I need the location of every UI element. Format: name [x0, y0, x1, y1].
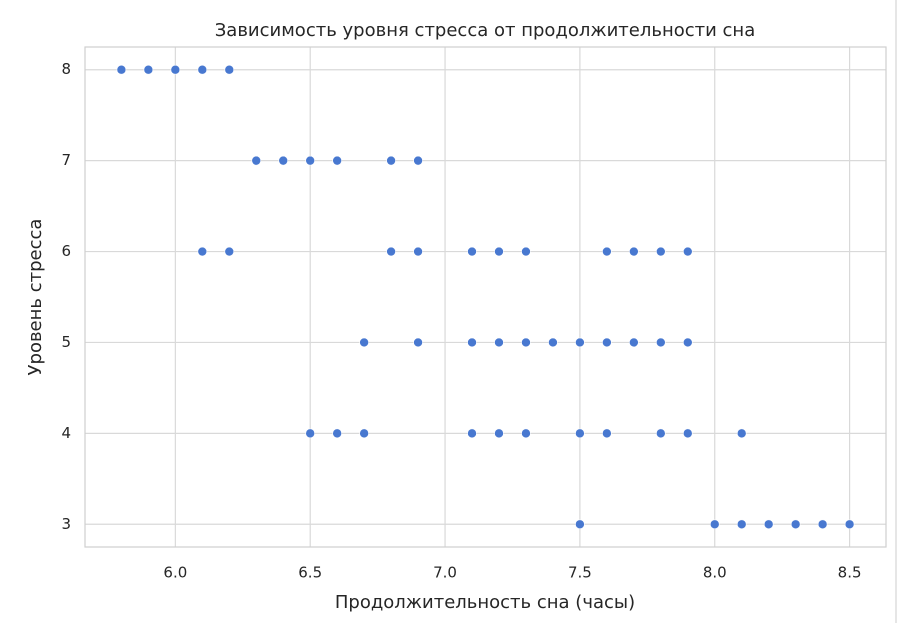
x-tick-label: 8.0: [703, 564, 727, 582]
point: [197, 246, 208, 257]
point: [602, 337, 612, 348]
point: [682, 246, 693, 257]
x-tick-label: 7.5: [568, 564, 592, 582]
point: [386, 246, 396, 257]
point: [197, 64, 208, 75]
point: [629, 246, 639, 257]
point: [116, 64, 127, 75]
point: [359, 428, 369, 439]
x-tick-label: 6.0: [163, 564, 187, 582]
point: [332, 428, 342, 439]
point: [548, 337, 558, 348]
point: [682, 337, 693, 348]
point: [278, 155, 289, 166]
x-axis-label: Продолжительность сна (часы): [335, 592, 635, 613]
point: [305, 155, 315, 166]
point: [656, 337, 666, 348]
x-tick-label: 7.0: [433, 564, 457, 582]
plot-frame: [84, 46, 887, 548]
point: [224, 64, 235, 75]
y-tick-label: 4: [61, 424, 71, 442]
point: [224, 246, 235, 257]
point: [575, 428, 585, 439]
point: [521, 428, 531, 439]
point: [467, 246, 477, 257]
y-tick-label: 3: [61, 515, 71, 533]
point: [359, 337, 369, 348]
point: [656, 428, 666, 439]
point: [736, 428, 747, 439]
chart-title: Зависимость уровня стресса от продолжите…: [215, 20, 755, 41]
point: [413, 155, 423, 166]
x-tick-label: 6.5: [298, 564, 322, 582]
point: [844, 519, 855, 530]
point: [413, 337, 423, 348]
point: [521, 246, 531, 257]
point: [386, 155, 396, 166]
point: [494, 428, 504, 439]
point: [332, 155, 342, 166]
point: [575, 337, 585, 348]
point: [305, 428, 315, 439]
point: [467, 428, 477, 439]
point: [467, 337, 477, 348]
y-axis-label: Уровень стресса: [25, 219, 46, 376]
point: [521, 337, 531, 348]
point: [790, 519, 801, 530]
y-tick-label: 5: [61, 333, 71, 351]
point: [763, 519, 774, 530]
point: [602, 246, 612, 257]
x-tick-label: 8.5: [838, 564, 862, 582]
point: [817, 519, 828, 530]
point: [170, 64, 181, 75]
point: [494, 246, 504, 257]
point: [656, 246, 666, 257]
point: [143, 64, 154, 75]
point: [251, 155, 262, 166]
point: [709, 519, 720, 530]
point: [494, 337, 504, 348]
point: [682, 428, 693, 439]
y-tick-label: 7: [61, 151, 71, 169]
point: [736, 519, 747, 530]
point: [575, 519, 585, 530]
point: [629, 337, 639, 348]
point: [602, 428, 612, 439]
y-tick-label: 8: [61, 60, 71, 78]
y-tick-label: 6: [61, 242, 71, 260]
point: [413, 246, 423, 257]
